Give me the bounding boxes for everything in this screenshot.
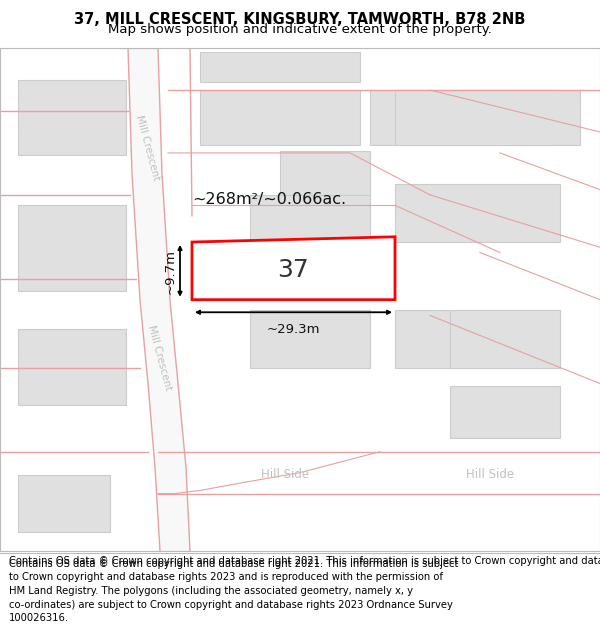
Bar	[250, 195, 370, 242]
Text: ~268m²/~0.066ac.: ~268m²/~0.066ac.	[192, 192, 346, 208]
Text: Mill Crescent: Mill Crescent	[134, 114, 161, 181]
Text: Hill Side: Hill Side	[466, 468, 514, 481]
Bar	[395, 184, 560, 242]
Bar	[18, 329, 126, 404]
Bar	[200, 52, 360, 82]
Text: Map shows position and indicative extent of the property.: Map shows position and indicative extent…	[108, 23, 492, 36]
Bar	[450, 386, 560, 438]
Text: 100026316.: 100026316.	[9, 613, 69, 623]
Bar	[450, 310, 560, 368]
Text: Mill Crescent: Mill Crescent	[146, 324, 173, 391]
Bar	[370, 90, 555, 144]
Bar	[395, 310, 560, 368]
Bar	[250, 310, 370, 368]
Bar	[395, 90, 580, 144]
Polygon shape	[128, 48, 190, 551]
Text: HM Land Registry. The polygons (including the associated geometry, namely x, y: HM Land Registry. The polygons (includin…	[9, 586, 413, 596]
Polygon shape	[192, 237, 395, 299]
Text: Hill Side: Hill Side	[261, 468, 309, 481]
Text: to Crown copyright and database rights 2023 and is reproduced with the permissio: to Crown copyright and database rights 2…	[9, 572, 443, 582]
Text: Contains OS data © Crown copyright and database right 2021. This information is : Contains OS data © Crown copyright and d…	[9, 556, 600, 566]
Text: Contains OS data © Crown copyright and database right 2021. This information is : Contains OS data © Crown copyright and d…	[9, 559, 458, 569]
Text: 37, MILL CRESCENT, KINGSBURY, TAMWORTH, B78 2NB: 37, MILL CRESCENT, KINGSBURY, TAMWORTH, …	[74, 12, 526, 27]
Bar	[280, 151, 370, 195]
Text: co-ordinates) are subject to Crown copyright and database rights 2023 Ordnance S: co-ordinates) are subject to Crown copyr…	[9, 599, 453, 609]
Text: 37: 37	[277, 258, 309, 282]
Text: ~29.3m: ~29.3m	[266, 322, 320, 336]
Bar	[200, 90, 360, 144]
Bar	[18, 206, 126, 291]
Bar	[18, 475, 110, 532]
Text: ~9.7m: ~9.7m	[163, 249, 176, 294]
Bar	[18, 79, 126, 155]
